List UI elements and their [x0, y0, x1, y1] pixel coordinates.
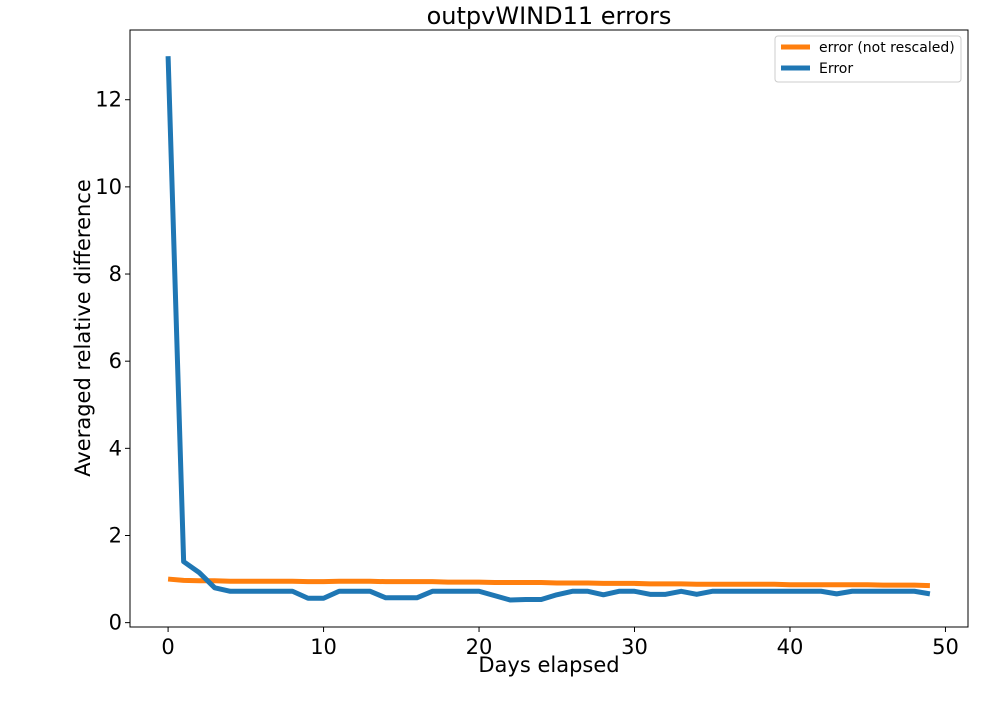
- x-tick-label: 30: [621, 635, 648, 659]
- y-tick-label: 2: [109, 523, 122, 547]
- x-tick-label: 10: [310, 635, 337, 659]
- y-tick-label: 0: [109, 611, 122, 635]
- axis-ticks: 0 10 20 30 40 50 0 2 4 6 8 10 12: [95, 88, 959, 659]
- x-axis-label: Days elapsed: [478, 653, 619, 677]
- chart-title: outpvWIND11 errors: [427, 2, 672, 30]
- series-lines: [165, 56, 931, 603]
- series-line-error: [165, 56, 931, 603]
- x-tick-label: 40: [777, 635, 804, 659]
- x-tick-label: 50: [932, 635, 959, 659]
- legend: error (not rescaled) Error: [774, 35, 962, 83]
- y-tick-label: 8: [109, 262, 122, 286]
- y-tick-label: 10: [95, 175, 122, 199]
- y-axis-label: Averaged relative difference: [71, 179, 95, 477]
- legend-label-error: Error: [819, 61, 853, 77]
- x-tick-label: 0: [161, 635, 174, 659]
- x-tick-label: 20: [466, 635, 493, 659]
- series-line-error-not-rescaled: [167, 576, 930, 589]
- plot-frame: [129, 29, 969, 628]
- legend-box: [774, 35, 962, 83]
- y-tick-label: 6: [109, 349, 122, 373]
- y-tick-label: 4: [109, 436, 122, 460]
- y-tick-label: 12: [95, 88, 122, 112]
- legend-label-error-not-rescaled: error (not rescaled): [819, 40, 955, 56]
